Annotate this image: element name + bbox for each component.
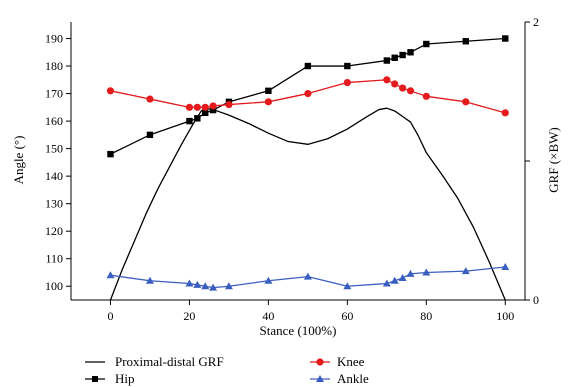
y2-axis-title: GRF (×BW) — [546, 127, 561, 192]
legend-item-hip: Hip — [85, 371, 135, 386]
series-hip-point — [399, 51, 406, 59]
series-hip-point — [209, 106, 217, 114]
series-ankle-point — [406, 269, 415, 277]
series-ankle-point — [303, 272, 312, 280]
y-tick-label: 100 — [45, 279, 63, 293]
series-knee — [106, 76, 509, 117]
y-axis-title: Angle (°) — [11, 136, 26, 185]
series-proximal-distal-grf-line — [109, 107, 506, 301]
legend: Proximal-distal GRF Hip Knee Ankle — [85, 354, 369, 386]
y2-axis-ticks: 02 — [525, 15, 539, 307]
x-tick-label: 40 — [262, 309, 274, 323]
series-knee-point — [304, 89, 312, 98]
series-hip-point — [423, 40, 430, 48]
series-ankle-point — [501, 262, 510, 270]
x-tick-label: 80 — [420, 309, 432, 323]
series-layer — [106, 35, 510, 301]
series-hip-point — [407, 49, 414, 56]
series-proximal-distal-grf — [109, 107, 506, 301]
series-ankle-point — [106, 271, 115, 279]
legend-knee-label: Knee — [337, 354, 365, 369]
y-tick-label: 130 — [45, 197, 63, 211]
x-axis-ticks: 0 20 40 60 80 100 — [107, 300, 514, 323]
series-knee-point — [391, 80, 399, 88]
legend-item-knee: Knee — [310, 354, 365, 369]
series-hip-point — [146, 131, 154, 139]
legend-hip-marker — [92, 376, 98, 382]
series-hip-point — [344, 62, 351, 70]
x-tick-label: 60 — [341, 309, 353, 323]
series-knee-point — [201, 103, 209, 111]
series-knee-point — [383, 76, 391, 84]
series-ankle-point — [145, 276, 154, 284]
series-hip-point — [383, 57, 391, 64]
series-ankle-point — [422, 268, 431, 276]
series-hip-point — [107, 150, 114, 158]
series-hip-point — [265, 87, 272, 95]
y-axis-ticks: 100 110 120 130 140 150 160 170 180 190 — [45, 32, 71, 293]
legend-knee-marker — [316, 358, 324, 366]
series-ankle-point — [461, 267, 470, 275]
series-ankle-point — [390, 276, 399, 284]
y-tick-label: 140 — [45, 169, 63, 183]
series-hip-point — [186, 117, 193, 125]
y-tick-label: 190 — [45, 32, 63, 46]
legend-item-grf: Proximal-distal GRF — [85, 354, 224, 369]
x-tick-label: 100 — [496, 309, 514, 323]
y-tick-label: 150 — [45, 142, 63, 156]
series-knee-point — [399, 84, 407, 92]
series-knee-point — [264, 98, 272, 106]
series-ankle-point — [264, 276, 273, 284]
series-ankle-point — [398, 273, 407, 281]
series-knee-point — [193, 103, 201, 111]
series-knee-point — [225, 100, 233, 109]
x-axis-title: Stance (100%) — [260, 323, 337, 338]
series-knee-point — [106, 87, 115, 95]
y-tick-label: 160 — [45, 114, 63, 128]
y-tick-label: 120 — [45, 224, 63, 238]
y-tick-label: 110 — [45, 252, 63, 266]
series-knee-point — [343, 78, 351, 87]
legend-hip-label: Hip — [115, 371, 135, 386]
series-ankle-point — [382, 279, 391, 287]
series-knee-point — [406, 87, 415, 95]
series-knee-point — [501, 109, 509, 117]
series-hip-point — [202, 109, 209, 117]
series-knee-point — [422, 92, 430, 100]
plot-frame — [70, 22, 526, 301]
series-ankle-point — [343, 282, 352, 290]
y2-tick-label: 2 — [533, 15, 539, 29]
series-ankle-point — [185, 279, 194, 287]
y-tick-label: 180 — [45, 59, 63, 73]
series-hip-point — [194, 115, 201, 122]
x-tick-label: 20 — [183, 309, 195, 323]
series-hip-point — [462, 38, 469, 45]
series-ankle-point — [193, 280, 202, 288]
series-hip-point — [304, 62, 312, 70]
series-ankle-point — [209, 283, 218, 291]
series-knee-point — [462, 98, 470, 106]
y-tick-label: 170 — [45, 87, 63, 101]
series-knee-point — [185, 103, 194, 111]
y2-tick-label: 0 — [533, 293, 539, 307]
series-hip-point — [502, 35, 509, 42]
legend-item-ankle: Ankle — [310, 371, 369, 386]
series-ankle-point — [224, 282, 233, 290]
legend-ankle-label: Ankle — [337, 371, 369, 386]
series-hip-point — [391, 54, 398, 61]
series-ankle-point — [201, 282, 210, 290]
legend-grf-label: Proximal-distal GRF — [115, 354, 224, 369]
series-knee-point — [209, 102, 217, 110]
legend-ankle-marker — [316, 375, 324, 382]
series-knee-point — [146, 95, 154, 103]
series-ankle — [106, 262, 510, 291]
x-tick-label: 0 — [107, 309, 113, 323]
